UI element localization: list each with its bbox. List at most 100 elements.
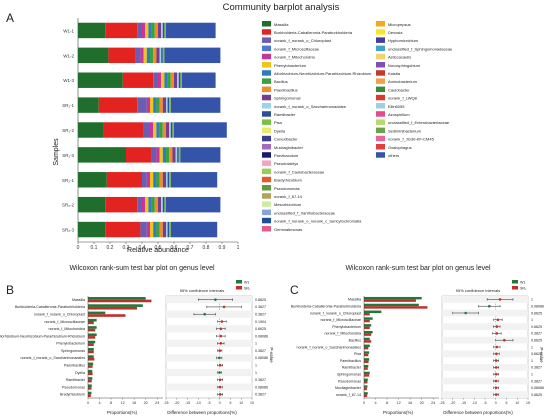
chart-c-x-tick-label: 8 <box>386 401 388 405</box>
chart-a-legend-label: Kaistia <box>388 71 401 76</box>
chart-c-x-tick-label: 0 <box>363 401 365 405</box>
chart-b-pvalue: 0.3827 <box>255 378 266 382</box>
chart-a-legend-label: Ramlibacter <box>274 112 296 117</box>
chart-c-xlabel-right: Difference between proportions(%) <box>443 410 513 415</box>
chart-a-bar-segment <box>166 122 170 138</box>
chart-b-bar-series-1 <box>88 340 96 344</box>
chart-a-bar-segment <box>105 221 141 238</box>
chart-a-legend-label: Massilia <box>274 22 289 27</box>
chart-b-category-label: Dyella <box>75 371 85 375</box>
chart-a-bar-segment <box>78 97 99 113</box>
chart-a-legend-label: Novosphingobium <box>388 63 421 68</box>
chart-a-legend-label: Aminobacterium <box>388 79 418 84</box>
chart-a-bar-segment <box>167 172 170 188</box>
chart-a-legend-swatch <box>262 29 271 35</box>
chart-b-difference-point <box>203 312 206 316</box>
chart-a-category-label: W1-3 <box>63 78 74 83</box>
chart-b-bar-series-2 <box>88 321 94 325</box>
chart-a-bar-segment <box>156 97 160 113</box>
chart-b-row-shade <box>166 383 252 391</box>
chart-c-row-shade <box>442 377 528 385</box>
chart-a-bar-segment <box>78 122 104 138</box>
chart-a-legend-swatch <box>262 185 271 191</box>
chart-c-pvalue: 0.08086 <box>531 386 544 390</box>
chart-c-difference-point <box>494 372 498 376</box>
chart-b-category-label: Phenylobacterium <box>56 342 85 346</box>
chart-a-bar-segment <box>154 22 158 39</box>
chart-c-pvalue: 0.6625 <box>531 325 542 329</box>
chart-a-legend-label: Mesorhizobium <box>274 202 302 207</box>
chart-a-legend-label: Sediminibacterium <box>388 128 422 133</box>
chart-c-pvalue: 0.6625 <box>531 352 542 356</box>
chart-b-x-tick-label: 12 <box>120 401 124 405</box>
chart-a-legend-label: norank_f_norank_o_Chloroplast <box>274 38 332 43</box>
chart-c-legend-label: SR₂ <box>520 286 527 290</box>
chart-c-legend-label: W1 <box>520 280 525 284</box>
chart-a-bar-segment <box>140 47 144 64</box>
chart-b-category-label: Massilia <box>72 298 85 302</box>
chart-a-bar-segment <box>156 122 160 138</box>
chart-b-plot: W1 SR₁ Massilia 0.8825 Burkholderia-Caballer… <box>0 280 268 405</box>
chart-a-category-label: SR₂-2 <box>62 203 74 208</box>
chart-b-bar-series-2 <box>88 299 152 303</box>
chart-c-difference-point <box>488 304 491 308</box>
chart-a-bar-segment <box>146 172 150 188</box>
chart-b-difference-point <box>218 393 222 396</box>
chart-c-category-label: Bacillus <box>349 339 362 343</box>
chart-b-bar-series-1 <box>88 318 97 322</box>
chart-a-bar-segment <box>162 196 165 213</box>
chart-b-bar-series-2 <box>88 379 92 383</box>
chart-b-category-label: Burkholderia-Caballeronia-Paraburkholder… <box>15 305 85 309</box>
chart-c-row-shade <box>442 391 528 398</box>
chart-a-bar-segment <box>161 196 163 213</box>
chart-a-legend-swatch <box>376 21 385 27</box>
chart-b-category-label: norank_f_norank_o_Chloroplast <box>34 313 85 317</box>
chart-a-bar-segment <box>137 196 142 213</box>
chart-a-bar-segment <box>169 147 173 163</box>
chart-a-legend-swatch <box>376 62 385 68</box>
chart-a-bar-segment <box>162 47 165 64</box>
chart-a-bar-segment <box>178 72 181 88</box>
chart-a-bar-segment <box>166 172 168 188</box>
chart-a-bar-segment <box>158 196 162 213</box>
chart-a-legend-swatch <box>262 45 271 52</box>
chart-b-pvalue: 0.3827 <box>255 349 266 353</box>
chart-a-bar-segment <box>170 221 218 238</box>
chart-a-bar-segment <box>105 22 138 39</box>
chart-b-bar-series-1 <box>88 362 94 366</box>
chart-a-x-tick-label: 0.9 <box>219 245 226 251</box>
chart-b-category-label: Bradyrhizobium <box>60 393 85 397</box>
chart-a-bar-segment <box>182 72 216 88</box>
chart-b-row-shade <box>166 339 252 347</box>
chart-c-bar-series-1 <box>364 310 382 313</box>
chart-b-bar-series-1 <box>88 391 92 395</box>
chart-a-legend-label: Hyphomicrobium <box>388 38 419 43</box>
chart-a-legend-swatch <box>376 70 385 76</box>
chart-a-bar-segment <box>146 47 150 64</box>
chart-c-plot: W1 SR₂ Massilia 1 Burkholderia-Caballeronia-… <box>291 280 544 405</box>
chart-c-category-label: Mucilaginibacter <box>335 386 362 390</box>
chart-c-category-label: norank_f_67-14 <box>336 393 361 397</box>
chart-b-bar-series-2 <box>88 328 96 332</box>
chart-b-pvalue: 1 <box>255 364 257 368</box>
chart-c-pvalue: 0.6625 <box>531 311 542 315</box>
chart-a-legend-label: Dyella <box>274 128 286 133</box>
chart-b-bar-series-1 <box>88 384 92 388</box>
chart-a-legend-label: Conexibacter <box>274 137 298 142</box>
chart-b-row-shade <box>166 325 252 333</box>
chart-a-bar-segment <box>162 122 166 138</box>
chart-a-x-tick-label: 0.1 <box>91 245 98 251</box>
chart-c-bar-series-2 <box>364 319 370 323</box>
chart-c-x-tick-label: 12 <box>396 401 400 405</box>
chart-b-diff-tick-label: 0 <box>219 401 221 405</box>
chart-c-bar-series-2 <box>364 340 372 343</box>
chart-a-bar-segment <box>164 196 166 213</box>
chart-a-bar-segment <box>167 72 171 88</box>
chart-a-bar-segment <box>159 221 163 238</box>
chart-b-x-tick-label: 24 <box>155 401 159 405</box>
chart-b-bar-series-2 <box>88 394 91 397</box>
chart-c-bar-series-2 <box>364 326 370 330</box>
chart-b-bar-series-2 <box>88 365 93 368</box>
chart-b-bar-series-2 <box>88 372 93 376</box>
chart-a-x-tick-label: 0.6 <box>171 245 178 251</box>
